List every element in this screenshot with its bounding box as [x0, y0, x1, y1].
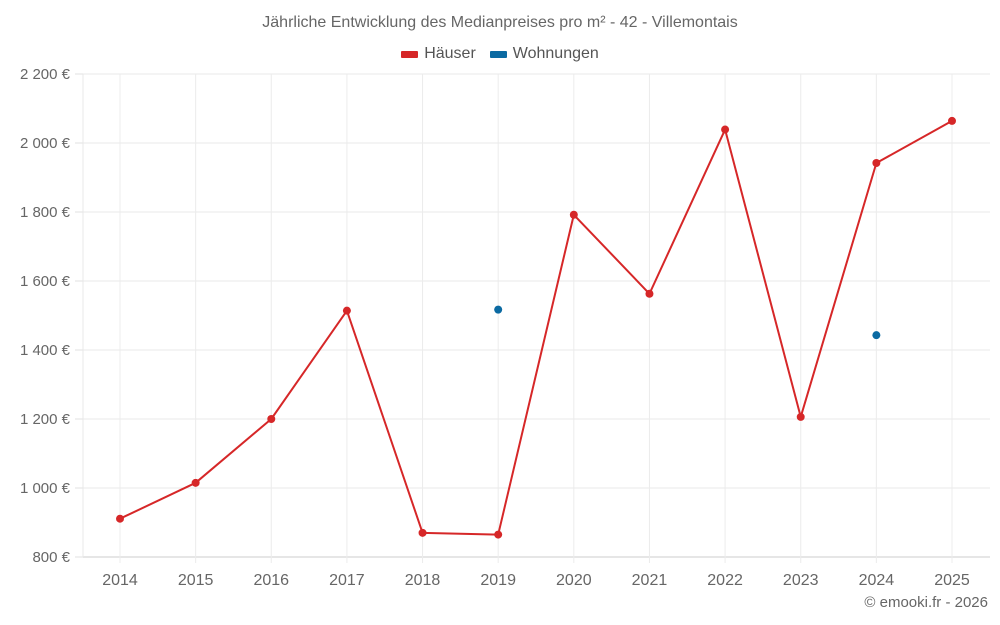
- x-tick-label: 2020: [556, 572, 592, 589]
- x-tick-label: 2023: [783, 572, 819, 589]
- data-point: [116, 514, 124, 523]
- legend-item-houses[interactable]: Häuser: [401, 45, 476, 63]
- legend-label-houses: Häuser: [424, 45, 476, 62]
- data-point: [645, 289, 654, 298]
- y-tick-label: 1 800 €: [20, 204, 71, 221]
- chart-title: Jährliche Entwicklung des Medianpreises …: [262, 14, 738, 31]
- data-point: [721, 125, 730, 134]
- gridlines: [75, 73, 990, 563]
- legend-label-apartments: Wohnungen: [512, 45, 599, 62]
- x-tick-label: 2024: [859, 572, 895, 589]
- data-point: [494, 305, 503, 314]
- x-tick-label: 2017: [329, 572, 365, 589]
- data-point: [948, 116, 956, 125]
- x-tick-label: 2022: [707, 572, 743, 589]
- x-tick-label: 2015: [178, 572, 214, 589]
- data-point: [569, 210, 578, 219]
- x-tick-label: 2018: [405, 572, 441, 589]
- x-tick-label: 2016: [253, 572, 289, 589]
- x-tick-label: 2025: [934, 572, 970, 589]
- legend-swatch-apartments-icon: [489, 50, 507, 58]
- credit-text: © emooki.fr - 2026: [864, 594, 988, 611]
- series-layer: [116, 116, 956, 539]
- legend: Häuser Wohnungen: [0, 45, 1000, 63]
- data-point: [191, 478, 200, 487]
- x-tick-label: 2021: [632, 572, 668, 589]
- y-tick-label: 800 €: [32, 549, 70, 566]
- y-tick-label: 1 400 €: [20, 342, 71, 359]
- data-point: [342, 306, 351, 315]
- y-tick-label: 1 600 €: [20, 273, 71, 290]
- legend-item-apartments[interactable]: Wohnungen: [489, 45, 599, 63]
- legend-swatch-houses-icon: [401, 50, 419, 58]
- x-tick-label: 2019: [480, 572, 516, 589]
- series-line-0: [119, 120, 953, 536]
- x-axis: 2014 2015 2016 2017 2018 2019 2020 2021 2022 2023…: [102, 572, 970, 589]
- data-point: [267, 415, 276, 423]
- data-point: [872, 331, 881, 340]
- y-tick-label: 1 000 €: [20, 480, 71, 497]
- y-tick-label: 2 000 €: [20, 135, 71, 152]
- x-tick-label: 2014: [102, 572, 138, 589]
- data-point: [418, 528, 427, 537]
- y-tick-label: 1 200 €: [20, 411, 71, 428]
- y-tick-label: 2 200 €: [20, 66, 71, 83]
- data-point: [872, 159, 881, 168]
- data-point: [494, 530, 503, 539]
- y-axis: 800 € 1 000 € 1 200 € 1 400 € 1 600 € 1 800 €…: [20, 66, 71, 566]
- data-point: [796, 412, 805, 421]
